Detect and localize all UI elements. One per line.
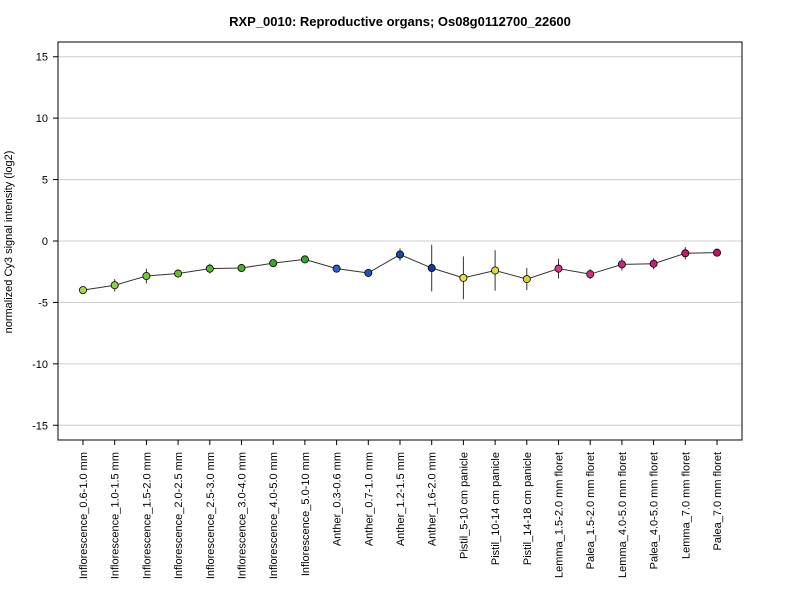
y-tick-label: 0 [42, 236, 48, 248]
data-point [79, 286, 88, 295]
x-tick-label: Inflorescence_1.5-2.0 mm [141, 452, 153, 579]
x-tick-label: Inflorescence_2.0-2.5 mm [173, 452, 185, 579]
x-tick-label: Inflorescence_4.0-5.0 mm [268, 452, 280, 579]
x-tick-label: Pistil_14-18 cm panicle [522, 452, 534, 565]
x-tick-label: Inflorescence_1.0-1.5 mm [110, 452, 122, 579]
data-point [427, 264, 436, 273]
x-tick-label: Anther_1.2-1.5 mm [395, 452, 407, 546]
grid-lines [58, 56, 742, 426]
x-tick-label: Inflorescence_3.0-4.0 mm [237, 452, 249, 579]
x-tick-label: Pistil_10-14 cm panicle [490, 452, 502, 565]
y-tick-label: -5 [38, 297, 48, 309]
data-point [713, 248, 722, 257]
chart-title: RXP_0010: Reproductive organs; Os08g0112… [229, 14, 571, 29]
data-point [269, 259, 278, 268]
x-tick-label: Anther_0.3-0.6 mm [332, 452, 344, 546]
x-tick-label: Inflorescence_0.6-1.0 mm [78, 452, 90, 579]
x-tick-label: Inflorescence_5.0-10 mm [300, 452, 312, 576]
y-axis-label: normalized Cy3 signal intensity (log2) [3, 151, 15, 334]
y-tick-label: -10 [32, 359, 48, 371]
data-point [681, 249, 690, 258]
x-tick-label: Anther_1.6-2.0 mm [427, 452, 439, 546]
y-tick-label: 10 [36, 113, 48, 125]
data-point [332, 264, 341, 273]
data-point [459, 273, 468, 282]
data-point [142, 272, 151, 281]
x-tick-label: Palea_7.0 mm floret [712, 452, 724, 550]
x-tick-label: Palea_4.0-5.0 mm floret [649, 452, 661, 569]
data-point [205, 264, 214, 273]
data-point [522, 275, 531, 284]
data-point [237, 264, 246, 273]
data-point [586, 270, 595, 279]
series [79, 244, 722, 300]
x-axis: Inflorescence_0.6-1.0 mm Inflorescence_1.… [78, 440, 724, 579]
data-point [554, 264, 563, 273]
x-tick-label: Anther_0.7-1.0 mm [363, 452, 375, 546]
data-point [395, 250, 404, 259]
x-tick-label: Inflorescence_2.5-3.0 mm [205, 452, 217, 579]
x-tick-label: Palea_1.5-2.0 mm floret [585, 452, 597, 569]
y-tick-label: 5 [42, 175, 48, 187]
data-point [110, 281, 119, 290]
data-point [491, 266, 500, 275]
data-point [617, 260, 626, 269]
x-tick-label: Lemma_1.5-2.0 mm floret [554, 452, 566, 578]
y-tick-label: -15 [32, 420, 48, 432]
data-point [174, 269, 183, 278]
x-tick-label: Lemma_4.0-5.0 mm floret [617, 452, 629, 578]
data-point [364, 268, 373, 277]
data-point [649, 259, 658, 268]
x-tick-label: Pistil_5-10 cm panicle [458, 452, 470, 559]
plot-frame [57, 41, 743, 441]
y-axis: -15 -10 -5 0 5 10 15 [32, 52, 58, 432]
data-point [300, 255, 309, 264]
y-tick-label: 15 [36, 52, 48, 64]
x-tick-label: Lemma_7.0 mm floret [680, 452, 692, 559]
